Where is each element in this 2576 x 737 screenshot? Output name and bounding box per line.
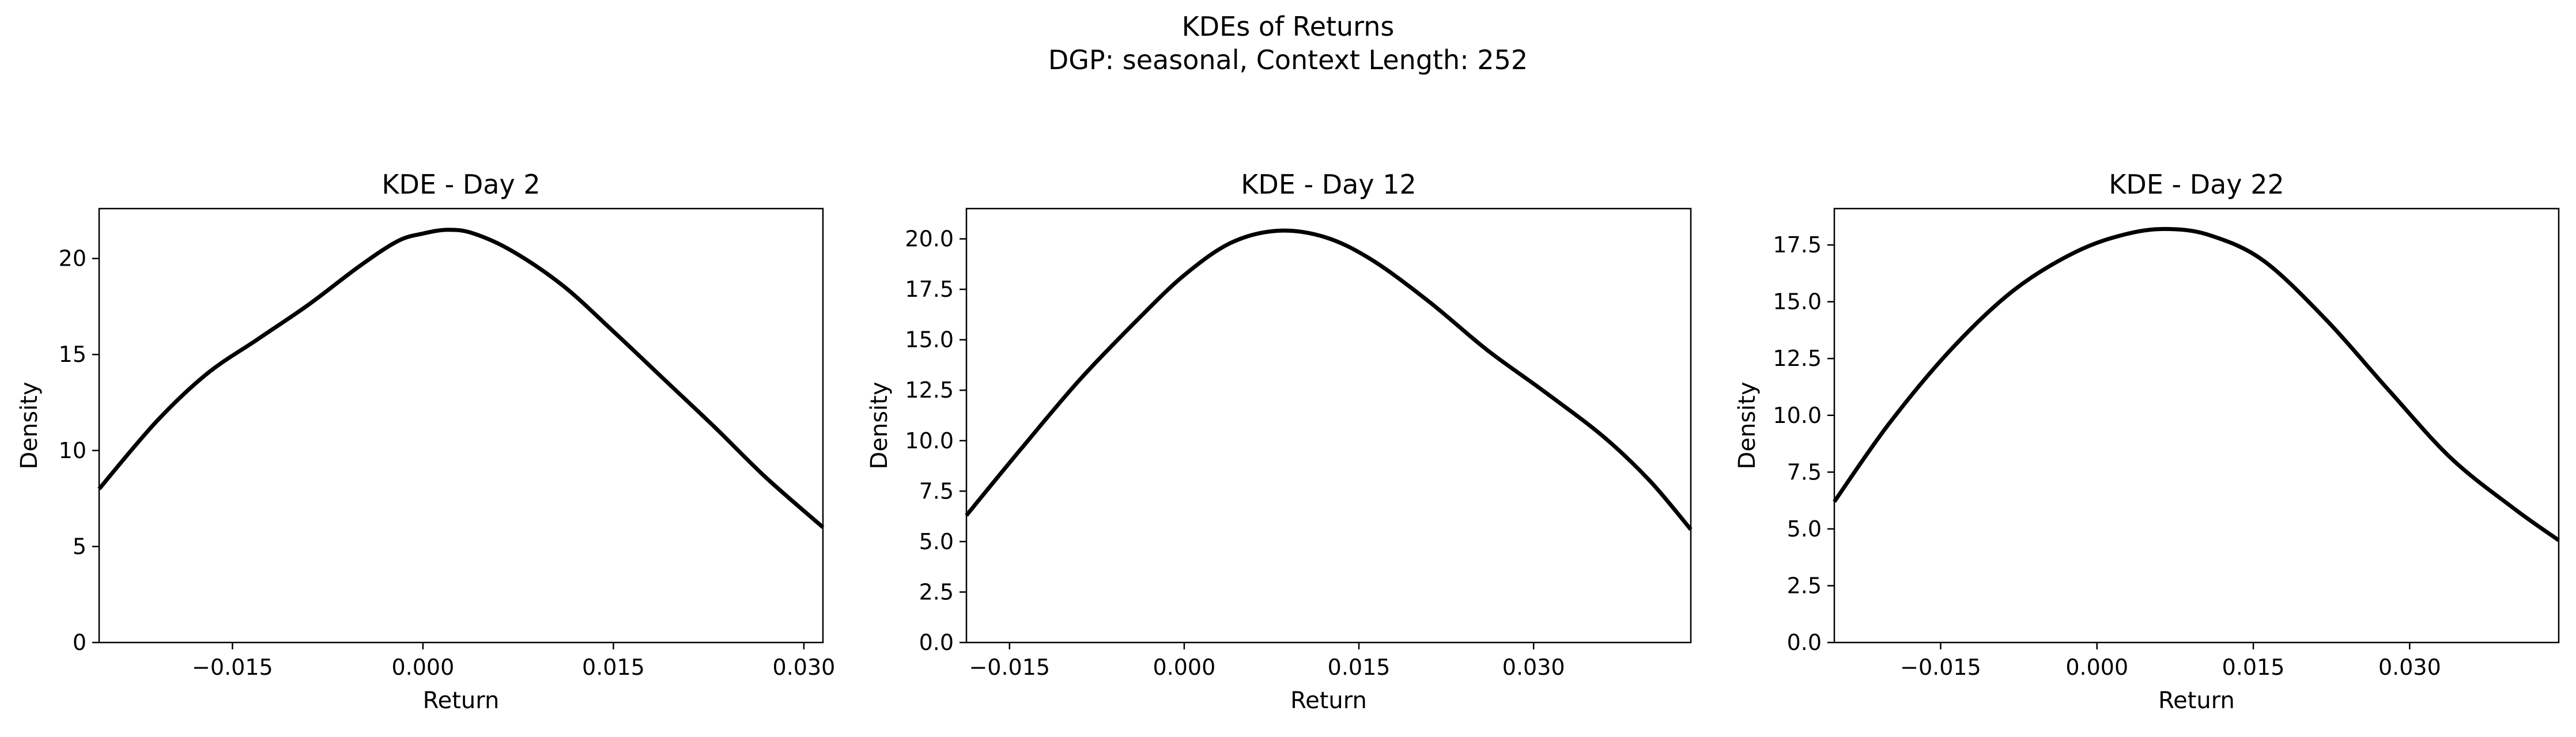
y-tick-label: 7.5 — [919, 478, 954, 504]
panel-title: KDE - Day 22 — [2109, 169, 2284, 200]
y-tick-label: 10.0 — [905, 428, 954, 453]
y-tick-label: 15.0 — [1773, 289, 1822, 315]
kde-curve — [1833, 226, 2560, 542]
x-tick-label: 0.015 — [2222, 655, 2285, 680]
kde-panel-1: KDE - Day 2 −0.015 0.000 0.015 0.030 0 5 10 15 20… — [16, 169, 835, 714]
x-tick-label: 0.030 — [2378, 655, 2441, 680]
x-tick-label: 0.000 — [391, 655, 454, 680]
y-axis-label: Density — [16, 381, 43, 469]
x-tick-label: 0.000 — [1153, 655, 1216, 680]
y-axis-label: Density — [866, 381, 893, 469]
y-tick-label: 2.5 — [919, 579, 954, 604]
y-axis-label: Density — [1734, 381, 1761, 469]
x-axis-label: Return — [1290, 687, 1367, 714]
x-tick-label: 0.030 — [1502, 655, 1565, 680]
y-tick-label: 0.0 — [1787, 630, 1822, 655]
x-axis-label: Return — [423, 687, 500, 714]
figure-title-line1: KDEs of Returns — [1182, 11, 1395, 42]
y-tick-label: 20 — [59, 246, 86, 271]
y-tick-label: 12.5 — [1773, 346, 1822, 371]
y-tick-label: 7.5 — [1787, 459, 1822, 485]
kde-curve — [97, 228, 825, 529]
x-tick-label: −0.015 — [969, 655, 1050, 680]
x-tick-label: 0.015 — [1328, 655, 1391, 680]
y-tick-label: 5.0 — [1787, 516, 1822, 542]
panel-title: KDE - Day 12 — [1241, 169, 1416, 200]
y-tick-label: 17.5 — [1773, 232, 1822, 258]
y-tick-label: 20.0 — [905, 226, 954, 252]
y-tick-label: 17.5 — [905, 277, 954, 302]
y-tick-label: 5 — [73, 534, 86, 559]
y-tick-label: 5.0 — [919, 529, 954, 554]
kde-curve — [965, 228, 1693, 531]
axes-frame — [98, 207, 824, 644]
y-tick-label: 15.0 — [905, 327, 954, 353]
y-tick-label: 0.0 — [919, 630, 954, 655]
axes-frame — [1833, 207, 2560, 644]
y-tick-label: 10.0 — [1773, 403, 1822, 428]
x-tick-label: 0.015 — [582, 655, 645, 680]
y-tick-label: 0 — [73, 630, 86, 655]
y-tick-label: 12.5 — [905, 377, 954, 403]
x-tick-label: 0.000 — [2065, 655, 2128, 680]
panel-title: KDE - Day 2 — [382, 169, 540, 200]
y-tick-label: 2.5 — [1787, 573, 1822, 598]
x-tick-label: −0.015 — [1900, 655, 1981, 680]
x-tick-label: 0.030 — [773, 655, 836, 680]
y-tick-label: 15 — [59, 342, 86, 367]
figure-title-line2: DGP: seasonal, Context Length: 252 — [1048, 44, 1528, 75]
kde-panel-2: KDE - Day 12 −0.015 0.000 0.015 0.030 0.0 2.5 5… — [866, 169, 1693, 714]
axes-frame — [965, 207, 1692, 644]
x-axis-label: Return — [2158, 687, 2235, 714]
y-tick-label: 10 — [59, 438, 86, 463]
x-tick-label: −0.015 — [192, 655, 273, 680]
kde-panel-3: KDE - Day 22 −0.015 0.000 0.015 0.030 0.0 2.5 5… — [1734, 169, 2560, 714]
